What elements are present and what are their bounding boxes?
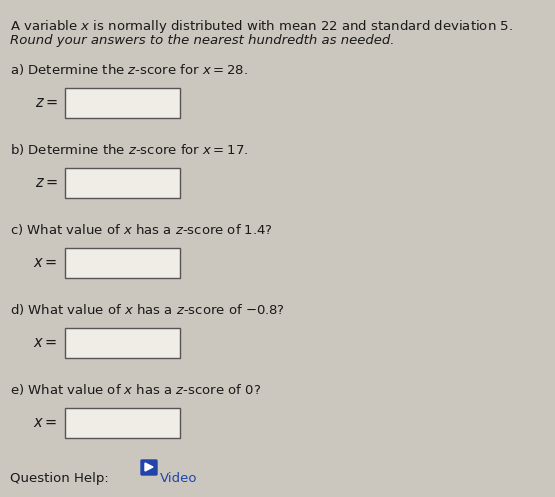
FancyBboxPatch shape: [65, 408, 180, 438]
Polygon shape: [145, 463, 153, 471]
Text: d) What value of $x$ has a $z$-score of $-0.8$?: d) What value of $x$ has a $z$-score of …: [10, 302, 285, 317]
Text: Video: Video: [160, 472, 198, 485]
FancyBboxPatch shape: [65, 328, 180, 358]
Text: $z =$: $z =$: [35, 96, 58, 110]
Text: e) What value of $x$ has a $z$-score of 0?: e) What value of $x$ has a $z$-score of …: [10, 382, 261, 397]
Text: Question Help:: Question Help:: [10, 472, 117, 485]
FancyBboxPatch shape: [65, 168, 180, 198]
FancyBboxPatch shape: [141, 460, 157, 475]
Text: A variable $x$ is normally distributed with mean 22 and standard deviation 5.: A variable $x$ is normally distributed w…: [10, 18, 513, 35]
Text: $x =$: $x =$: [33, 256, 58, 270]
Text: $x =$: $x =$: [33, 336, 58, 350]
Text: Round your answers to the nearest hundredth as needed.: Round your answers to the nearest hundre…: [10, 34, 395, 47]
Text: b) Determine the $z$-score for $x = 17.$: b) Determine the $z$-score for $x = 17.$: [10, 142, 248, 157]
Text: c) What value of $x$ has a $z$-score of 1.4?: c) What value of $x$ has a $z$-score of …: [10, 222, 273, 237]
FancyBboxPatch shape: [65, 88, 180, 118]
FancyBboxPatch shape: [65, 248, 180, 278]
Text: $z =$: $z =$: [35, 176, 58, 190]
Text: $x =$: $x =$: [33, 416, 58, 430]
Text: a) Determine the $z$-score for $x = 28.$: a) Determine the $z$-score for $x = 28.$: [10, 62, 248, 77]
